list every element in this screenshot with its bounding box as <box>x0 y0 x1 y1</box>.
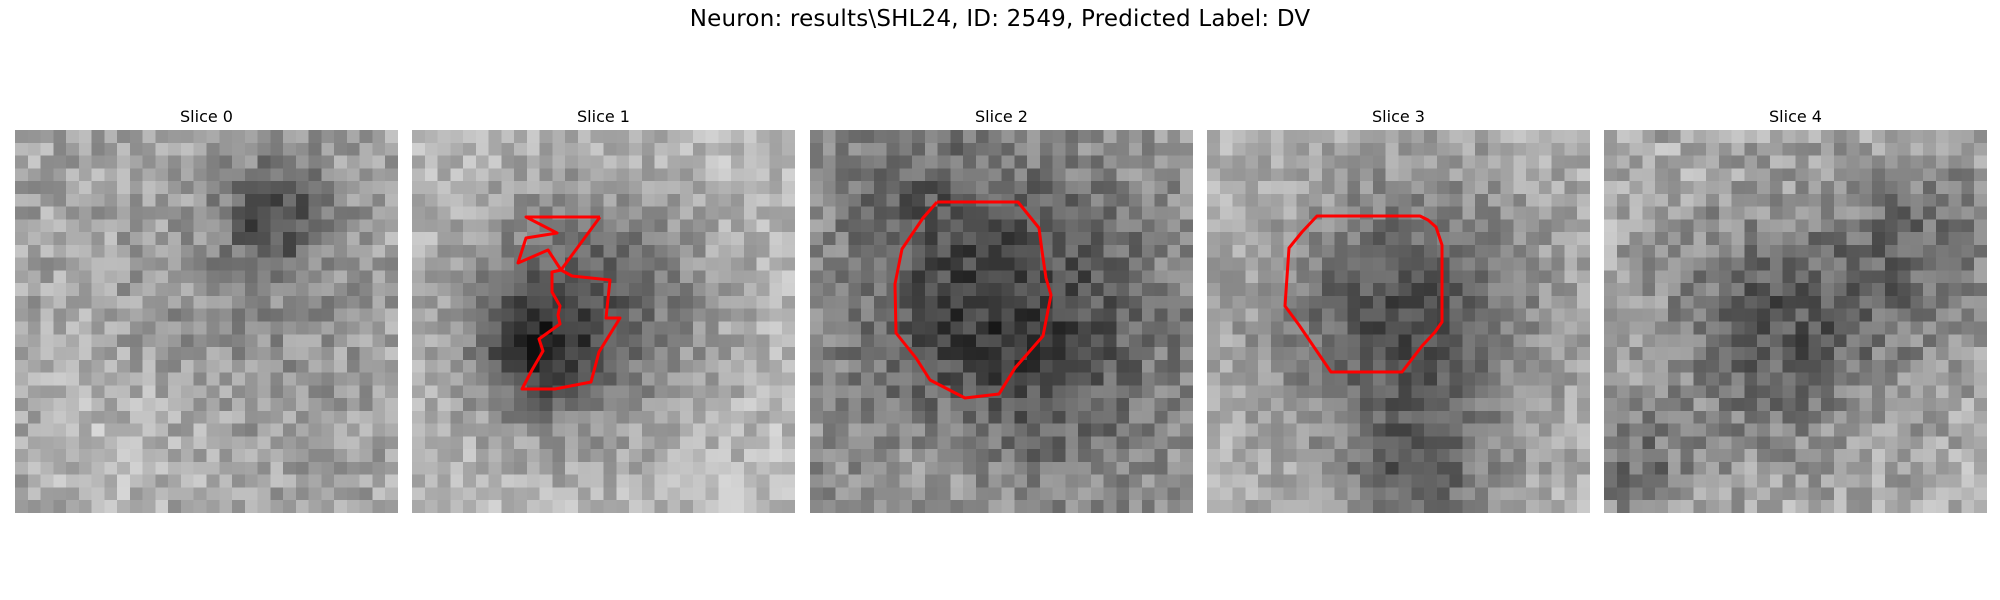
slice-image <box>1604 130 1987 513</box>
roi-contour <box>810 130 1193 513</box>
slice-image <box>810 130 1193 513</box>
roi-contour <box>1207 130 1590 513</box>
slice-panel-0: Slice 0 <box>15 104 398 513</box>
slice-title: Slice 2 <box>810 104 1193 130</box>
slice-image <box>412 130 795 513</box>
slice-title: Slice 0 <box>15 104 398 130</box>
slice-panel-1: Slice 1 <box>412 104 795 513</box>
slice-title: Slice 3 <box>1207 104 1590 130</box>
roi-contour <box>412 130 795 513</box>
slice-pixels <box>1604 130 1987 513</box>
slice-panel-4: Slice 4 <box>1604 104 1987 513</box>
slice-title: Slice 4 <box>1604 104 1987 130</box>
slice-pixels <box>15 130 398 513</box>
slice-title: Slice 1 <box>412 104 795 130</box>
slice-image <box>1207 130 1590 513</box>
slice-image <box>15 130 398 513</box>
figure-title: Neuron: results\SHL24, ID: 2549, Predict… <box>0 6 2000 32</box>
slice-panel-3: Slice 3 <box>1207 104 1590 513</box>
slice-panel-2: Slice 2 <box>810 104 1193 513</box>
